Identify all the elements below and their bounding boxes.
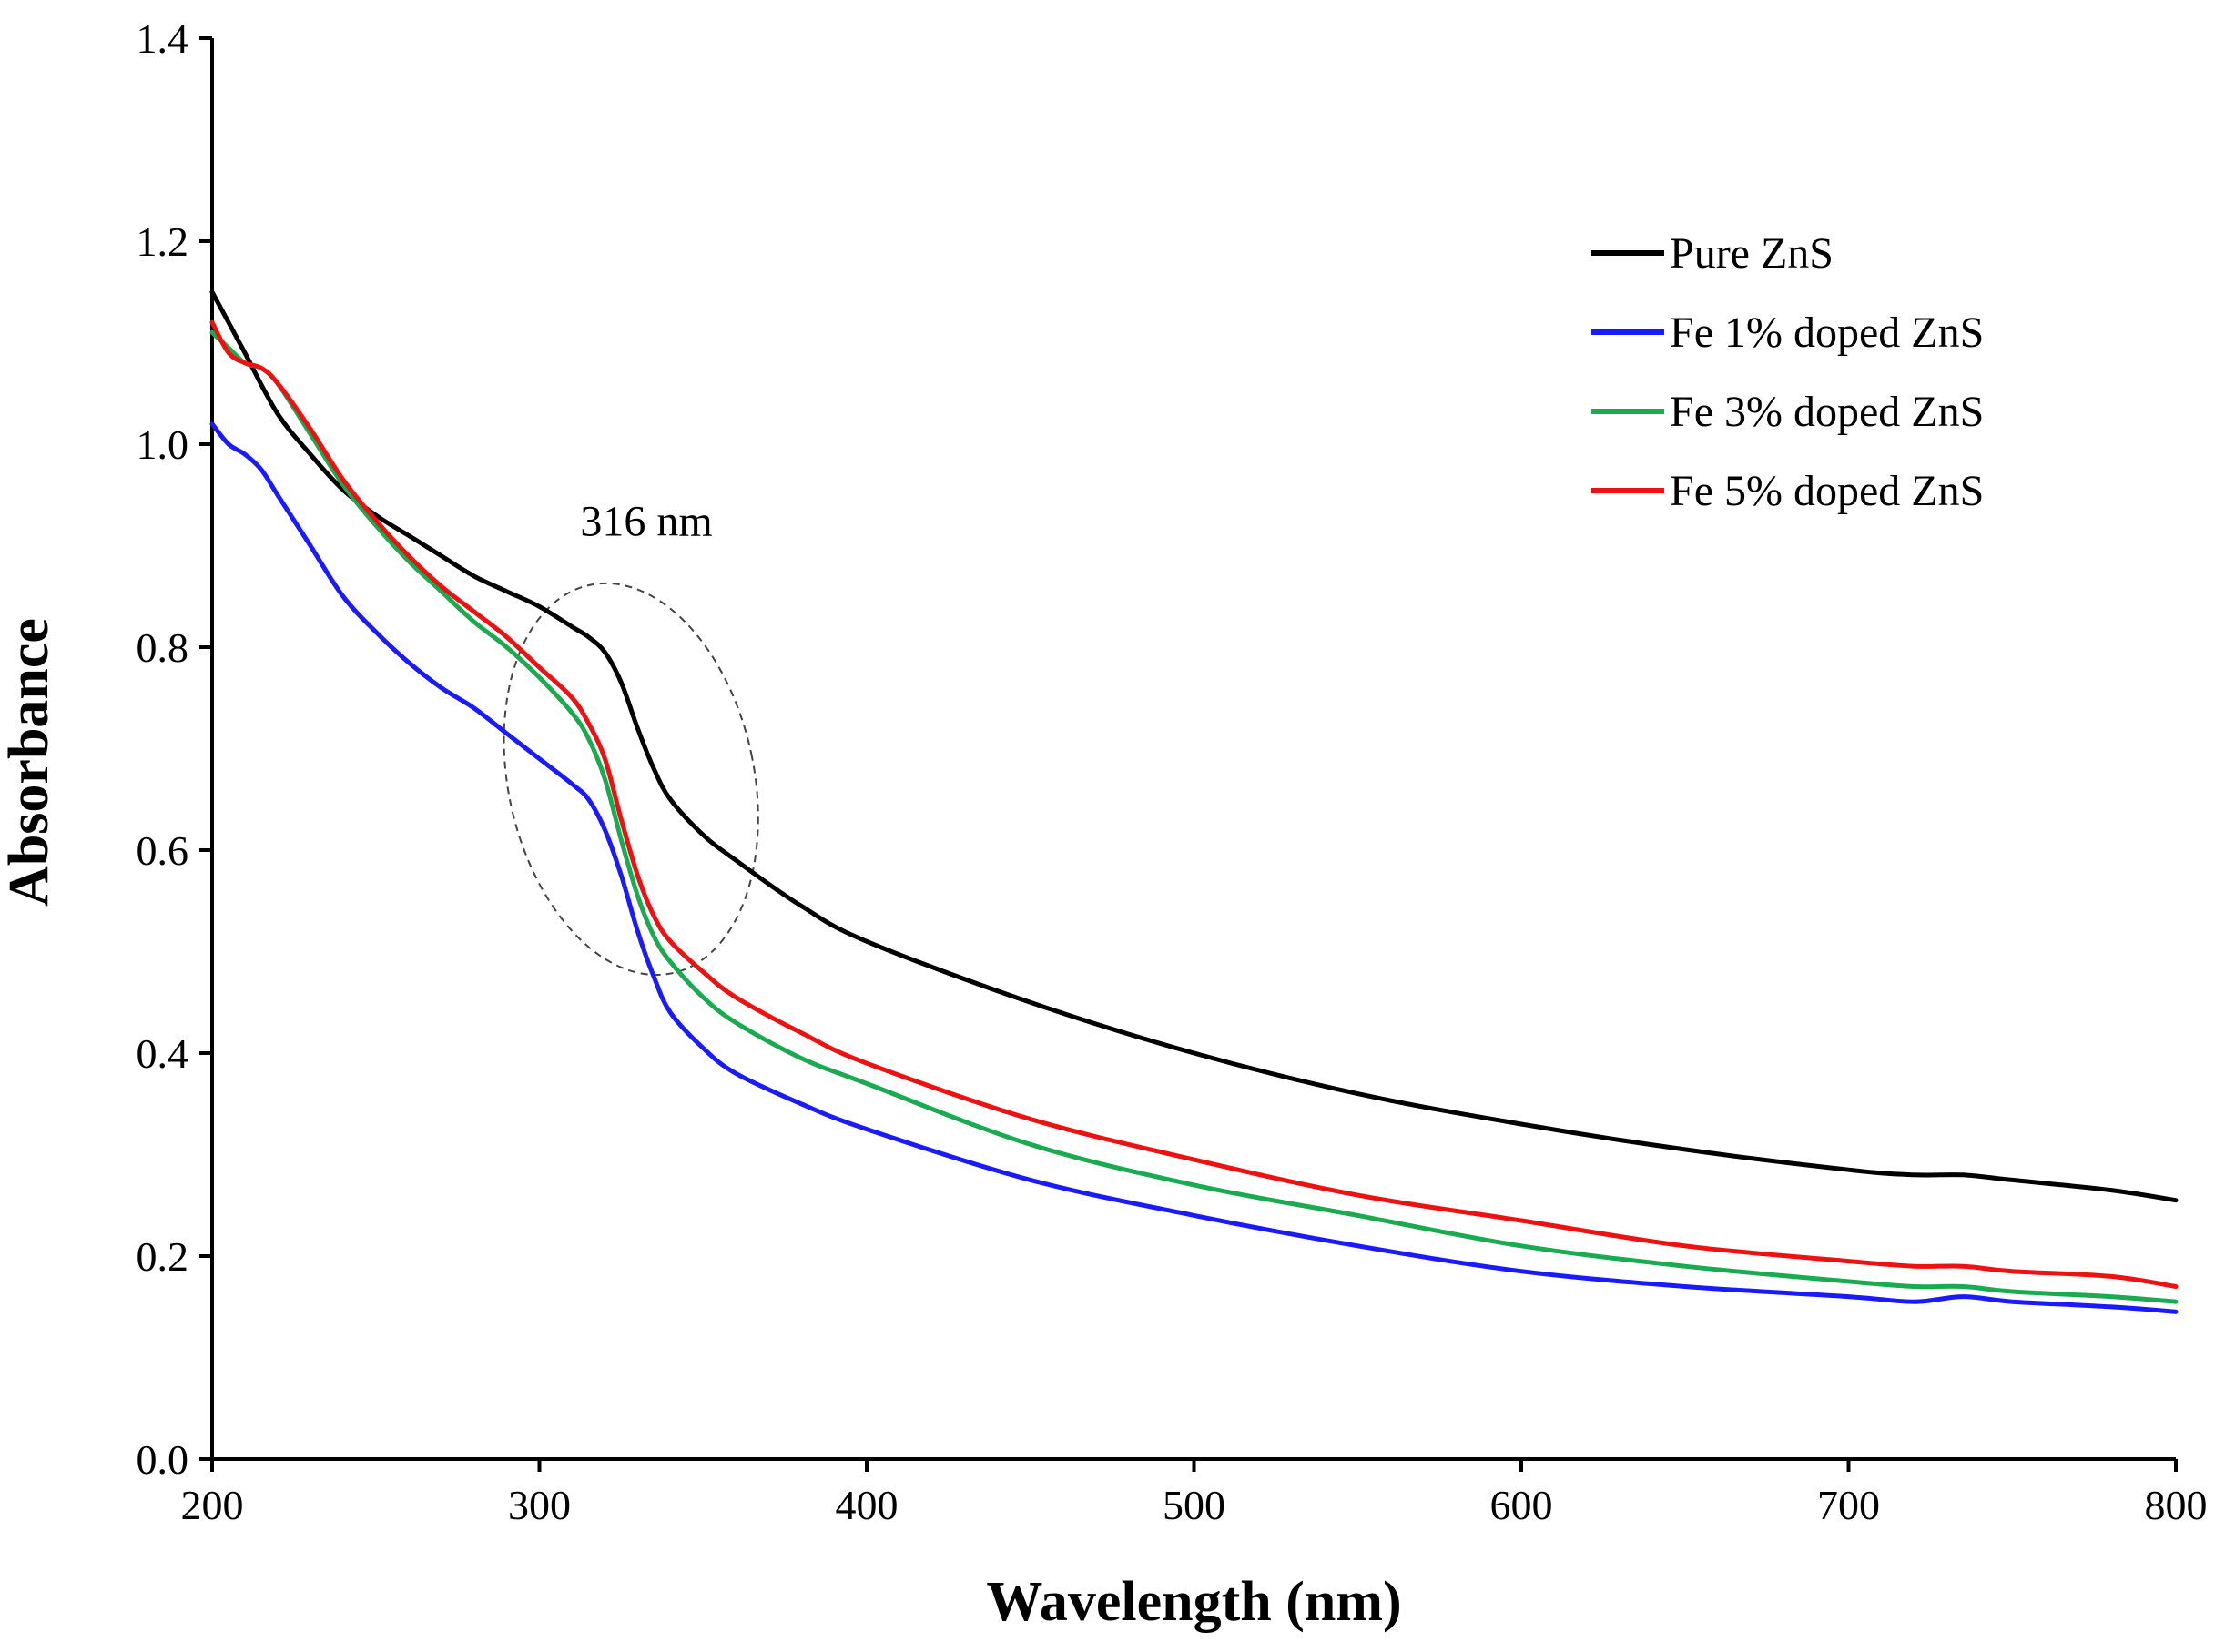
y-axis-ticks: 0.0 0.2 0.4 0.6 0.8 1.0 1.2 1.4: [137, 15, 212, 1483]
y-tick-label: 1.2: [137, 218, 189, 265]
annotation-label: 316 nm: [580, 497, 712, 545]
series-line-fe-3pct-doped-zns: [209, 329, 2179, 1304]
x-tick-label: 200: [181, 1482, 244, 1528]
series-lines: [209, 289, 2179, 1314]
legend-label-fe-3pct-doped-zns: Fe 3% doped ZnS: [1670, 388, 1984, 436]
series-line-fe-1pct-doped-zns: [209, 421, 2179, 1314]
y-tick-label: 0.6: [137, 827, 189, 874]
y-tick-label: 0.8: [137, 624, 189, 671]
y-tick-label: 0.4: [137, 1030, 189, 1077]
y-tick-label: 0.2: [137, 1233, 189, 1280]
x-tick-label: 600: [1490, 1482, 1553, 1528]
x-tick-label: 500: [1163, 1482, 1225, 1528]
legend-label-fe-5pct-doped-zns: Fe 5% doped ZnS: [1670, 467, 1984, 515]
legend: Pure ZnS Fe 1% doped ZnS Fe 3% doped ZnS Fe…: [1591, 229, 1984, 515]
annotation-ellipse: [503, 582, 759, 977]
legend-label-fe-1pct-doped-zns: Fe 1% doped ZnS: [1670, 309, 1984, 357]
legend-label-pure-zns: Pure ZnS: [1670, 229, 1834, 278]
x-tick-label: 800: [2145, 1482, 2208, 1528]
y-tick-label: 1.0: [137, 421, 189, 468]
series-line-pure-zns: [209, 289, 2179, 1203]
y-tick-label: 0.0: [137, 1436, 189, 1483]
series-line-fe-5pct-doped-zns: [209, 319, 2179, 1289]
x-tick-label: 300: [508, 1482, 571, 1528]
axes: [210, 38, 2176, 1461]
y-tick-label: 1.4: [137, 15, 189, 62]
annotation: 316 nm: [503, 497, 759, 977]
x-tick-label: 400: [836, 1482, 899, 1528]
x-tick-label: 700: [1817, 1482, 1880, 1528]
y-axis-title: Absorbance: [0, 618, 60, 907]
x-axis-title: Wavelength (nm): [986, 1571, 1401, 1633]
x-axis-ticks: 200 300 400 500 600 700 800: [181, 1459, 2208, 1528]
